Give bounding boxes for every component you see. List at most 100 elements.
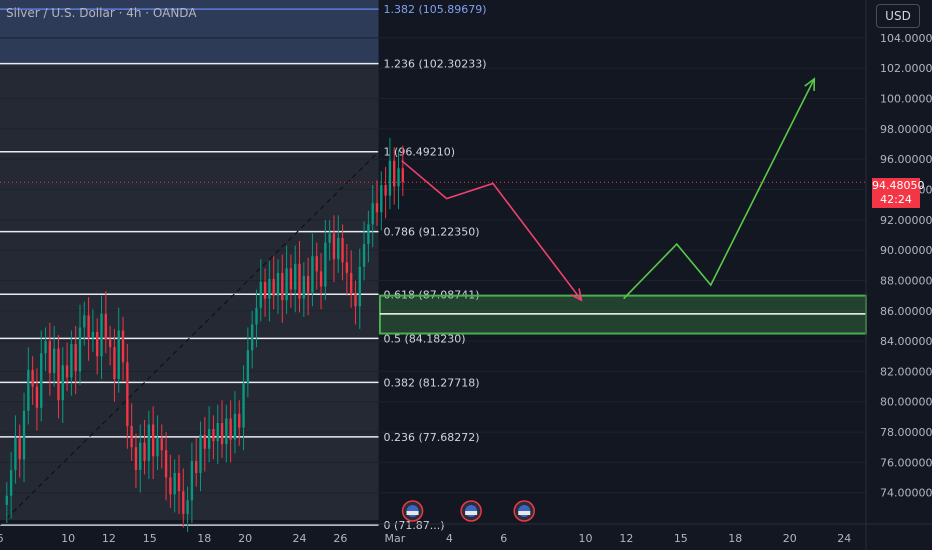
candle-body-31 bbox=[139, 442, 142, 470]
projection-path-down bbox=[401, 160, 583, 301]
fib-label-1.236: 1.236 (102.30233) bbox=[384, 58, 487, 71]
fib-label-1.382: 1.382 (105.89679) bbox=[384, 3, 487, 16]
candle-body-87 bbox=[380, 184, 383, 213]
candle-body-51 bbox=[225, 418, 228, 445]
candle-body-33 bbox=[147, 424, 151, 461]
candle-body-48 bbox=[212, 429, 215, 442]
candle-body-43 bbox=[190, 460, 194, 501]
y-tick-7: 90.00000 bbox=[880, 244, 932, 257]
candle-body-28 bbox=[126, 362, 129, 427]
candle-body-42 bbox=[186, 500, 189, 514]
candle-body-86 bbox=[375, 203, 379, 213]
candle-body-27 bbox=[121, 330, 125, 363]
y-tick-4: 96.00000 bbox=[880, 153, 932, 166]
candle-body-78 bbox=[341, 238, 344, 263]
y-tick-11: 82.00000 bbox=[880, 365, 932, 378]
candle-body-4 bbox=[22, 410, 26, 460]
candle-body-46 bbox=[203, 435, 207, 449]
candle-body-76 bbox=[332, 233, 336, 260]
x-tick-12: 12 bbox=[619, 532, 633, 545]
fib-label-0.382: 0.382 (81.27718) bbox=[384, 376, 480, 389]
candle-body-16 bbox=[74, 344, 77, 372]
fib-label-0: 0 (71.87...) bbox=[384, 519, 445, 532]
candle-body-57 bbox=[250, 324, 254, 351]
fib-label-0.786: 0.786 (91.22350) bbox=[384, 226, 480, 239]
candle-body-63 bbox=[276, 272, 280, 296]
candle-body-60 bbox=[263, 281, 267, 299]
candle-body-38 bbox=[169, 477, 172, 495]
candle-body-15 bbox=[70, 344, 73, 378]
us-flag-stripe-0 bbox=[406, 511, 419, 515]
projection-path-up-arrowhead bbox=[804, 77, 816, 91]
y-tick-15: 74.00000 bbox=[880, 487, 932, 500]
candle-body-36 bbox=[160, 438, 163, 451]
candle-body-1 bbox=[9, 469, 13, 496]
candle-body-65 bbox=[285, 268, 288, 301]
chart-title: Silver / U.S. Dollar · 4h · OANDA bbox=[6, 6, 197, 20]
y-tick-1: 102.00000 bbox=[880, 62, 932, 75]
x-tick-14: 18 bbox=[728, 532, 742, 545]
candle-body-9 bbox=[44, 341, 47, 354]
candle-body-11 bbox=[52, 348, 56, 373]
projection-path-up bbox=[623, 78, 815, 300]
x-tick-2: 12 bbox=[102, 532, 116, 545]
candle-body-81 bbox=[354, 294, 357, 307]
candle-body-84 bbox=[367, 224, 370, 245]
candle-body-69 bbox=[302, 275, 306, 299]
fib-label-1: 1 (96.49210) bbox=[384, 146, 456, 159]
candle-body-67 bbox=[294, 263, 297, 290]
candle-body-75 bbox=[328, 233, 331, 243]
fib-extension-zone bbox=[0, 0, 379, 64]
candle-body-49 bbox=[216, 422, 219, 442]
y-tick-13: 78.00000 bbox=[880, 426, 932, 439]
candle-body-13 bbox=[61, 365, 64, 401]
candle-body-0 bbox=[5, 495, 8, 505]
candle-body-17 bbox=[78, 327, 82, 372]
candle-body-70 bbox=[306, 275, 310, 293]
x-tick-9: 4 bbox=[446, 532, 453, 545]
candle-body-29 bbox=[130, 426, 133, 448]
currency-selector[interactable]: USD bbox=[876, 4, 920, 28]
current-price-badge: 94.48050 42:24 bbox=[872, 178, 925, 208]
candle-body-66 bbox=[289, 268, 293, 290]
x-tick-6: 24 bbox=[293, 532, 307, 545]
candle-body-71 bbox=[311, 256, 314, 293]
demand-zone bbox=[378, 294, 867, 335]
y-tick-12: 80.00000 bbox=[880, 396, 932, 409]
candle-body-77 bbox=[337, 238, 340, 260]
y-tick-9: 86.00000 bbox=[880, 305, 932, 318]
candle-body-50 bbox=[220, 422, 224, 445]
candle-body-40 bbox=[177, 473, 181, 492]
y-tick-0: 104.00000 bbox=[880, 32, 932, 45]
candle-body-44 bbox=[195, 460, 198, 474]
candle-body-32 bbox=[143, 442, 146, 461]
candle-body-12 bbox=[57, 348, 60, 401]
candle-body-18 bbox=[83, 315, 86, 328]
y-tick-14: 76.00000 bbox=[880, 456, 932, 469]
candle-body-68 bbox=[298, 263, 301, 299]
candle-body-83 bbox=[362, 244, 366, 267]
candle-body-22 bbox=[100, 313, 103, 357]
candle-body-80 bbox=[349, 272, 353, 295]
fib-label-0.236: 0.236 (77.68272) bbox=[384, 431, 480, 444]
y-tick-8: 88.00000 bbox=[880, 274, 932, 287]
candle-body-85 bbox=[371, 203, 374, 225]
candle-body-35 bbox=[156, 438, 159, 457]
candle-body-55 bbox=[242, 383, 245, 428]
x-tick-3: 15 bbox=[143, 532, 157, 545]
fib-trend-line bbox=[0, 151, 379, 526]
fib-range-background bbox=[0, 0, 379, 520]
candle-body-30 bbox=[134, 447, 138, 470]
candle-body-61 bbox=[268, 278, 271, 299]
y-tick-10: 84.00000 bbox=[880, 335, 932, 348]
projection-path-down-arrowhead bbox=[570, 288, 583, 302]
candle-body-8 bbox=[40, 353, 43, 408]
candle-body-45 bbox=[199, 435, 202, 474]
bar-countdown: 42:24 bbox=[880, 193, 912, 206]
candle-body-26 bbox=[117, 330, 120, 380]
candle-body-58 bbox=[255, 307, 258, 325]
candle-body-41 bbox=[182, 491, 185, 514]
candle-body-34 bbox=[151, 424, 155, 457]
candle-body-54 bbox=[238, 413, 241, 428]
